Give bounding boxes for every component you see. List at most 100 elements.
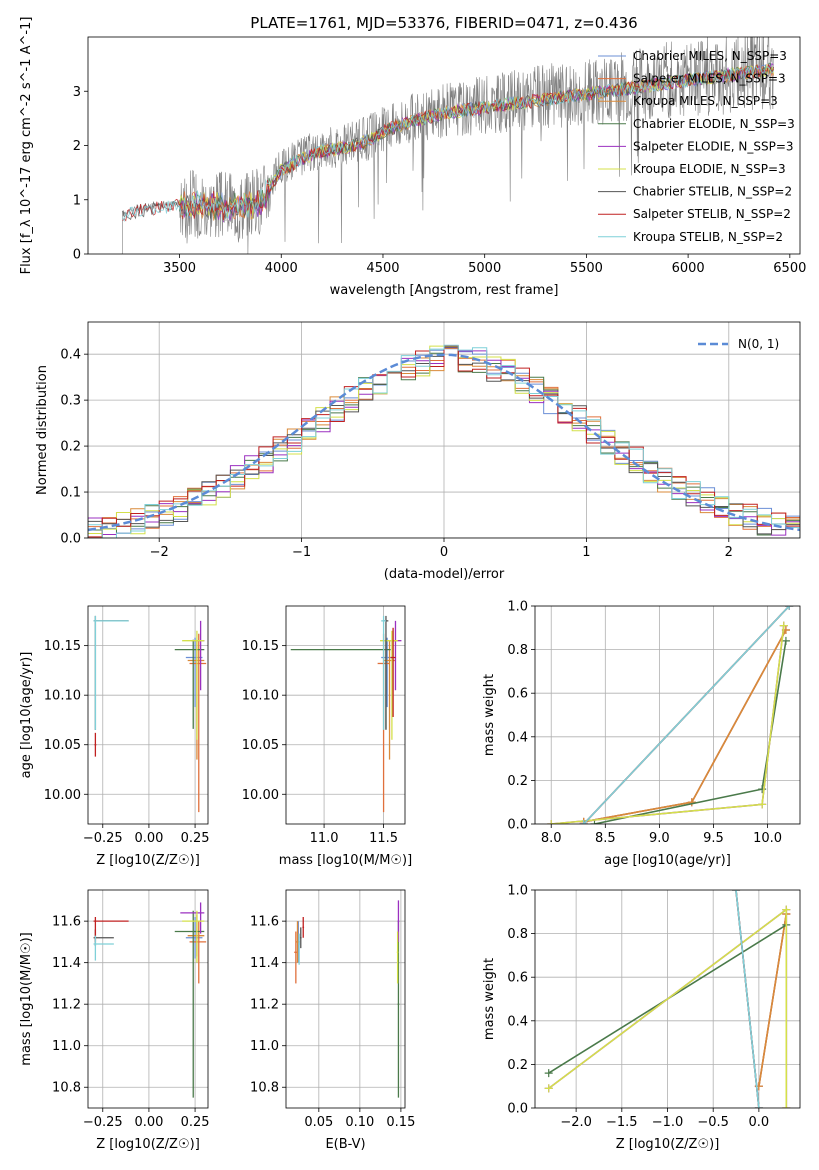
errorbar-salpeter-stelib	[390, 627, 396, 717]
axes-frame	[285, 605, 406, 825]
legend-label-salpeter-miles: Salpeter MILES, N_SSP=3	[633, 72, 786, 86]
legend-label-chabrier-stelib: Chabrier STELIB, N_SSP=2	[633, 185, 792, 199]
series-line	[583, 629, 787, 823]
x-tick-label: 8.0	[541, 831, 562, 846]
errorbar-salpeter-stelib	[94, 732, 97, 757]
x-tick-label: 6000	[672, 261, 705, 276]
series-kroupa-elodie	[544, 905, 791, 1108]
plot-area	[286, 890, 405, 1108]
errorbar-salpeter-stelib	[302, 916, 305, 938]
series-point	[732, 890, 741, 894]
errorbar-chabrier-miles	[185, 916, 203, 959]
x-tick-label: 0.15	[386, 1115, 415, 1130]
errorbar-kroupa-stelib	[298, 933, 300, 965]
y-tick-label: 0.4	[507, 1014, 528, 1029]
x-axis-label: mass [log10(M/M☉)]	[279, 853, 412, 868]
y-tick-label: 0.6	[507, 971, 528, 986]
errorbar-kroupa-miles	[187, 640, 205, 760]
x-tick-label: 0.25	[181, 1115, 210, 1130]
errorbar-chabrier-elodie	[290, 639, 391, 729]
y-axis-label: age [log10(age/yr)]	[19, 652, 34, 779]
x-tick-label: 11.5	[369, 831, 398, 846]
y-tick-label: 11.0	[250, 1039, 279, 1054]
y-axis-label: mass weight	[482, 958, 497, 1040]
errorbar-kroupa-elodie	[396, 931, 399, 984]
chart-age-vs-mass: 11.0 11.5 10.00 10.05 10.10 10.15 mass [log10(…	[242, 605, 412, 868]
figure-title: PLATE=1761, MJD=53376, FIBERID=0471, z=0…	[250, 14, 637, 32]
y-tick-label: 10.05	[242, 738, 279, 753]
y-tick-label: 0.8	[507, 643, 528, 658]
y-tick-label: 0.0	[507, 818, 528, 833]
y-axis-label: Flux [f_λ 10^-17 erg cm^-2 s^-1 A^-1]	[19, 17, 34, 275]
series-line	[551, 625, 785, 824]
histogram-salpeter-stelib	[88, 345, 800, 538]
series-point	[782, 1104, 791, 1108]
errorbar-salpeter-miles	[189, 633, 207, 813]
x-tick-label: 9.0	[649, 831, 670, 846]
y-tick-label: 0.4	[507, 730, 528, 745]
y-tick-label: 10.00	[242, 788, 279, 803]
y-tick-label: 0.3	[60, 394, 81, 409]
y-tick-label: 10.8	[52, 1081, 81, 1096]
errorbar-kroupa-stelib	[93, 615, 129, 730]
plot-area	[286, 606, 405, 824]
x-tick-label: 3500	[163, 261, 196, 276]
x-tick-label: 1	[582, 545, 590, 560]
errorbar-chabrier-stelib	[93, 615, 129, 730]
y-tick-label: 0.2	[507, 1058, 528, 1073]
y-tick-label: 11.4	[52, 956, 81, 971]
x-tick-label: 0.00	[134, 1115, 163, 1130]
plot-area	[535, 606, 800, 824]
x-tick-label: 10.0	[753, 831, 782, 846]
x-tick-label: −2.0	[560, 1115, 592, 1130]
series-line	[583, 629, 787, 823]
y-tick-label: 10.05	[44, 738, 81, 753]
y-tick-label: 0.2	[507, 774, 528, 789]
axes-frame	[534, 605, 801, 825]
x-tick-label: −0.25	[83, 831, 123, 846]
x-axis-label: E(B-V)	[325, 1137, 365, 1152]
x-tick-label: 2	[725, 545, 733, 560]
plot-area	[88, 606, 208, 824]
y-tick-label: 0.8	[507, 927, 528, 942]
y-tick-label: 10.15	[242, 639, 279, 654]
y-tick-label: 0.0	[60, 532, 81, 547]
x-tick-label: 4500	[366, 261, 399, 276]
y-tick-label: 11.2	[52, 998, 81, 1013]
x-tick-label: 0.00	[134, 831, 163, 846]
series-point	[781, 636, 790, 645]
series-kroupa-stelib	[732, 890, 763, 1108]
x-tick-label: 0.10	[345, 1115, 374, 1130]
x-tick-label: 0.0	[749, 1115, 770, 1130]
y-tick-label: 1	[73, 193, 81, 208]
series-point	[782, 905, 791, 914]
y-tick-label: 0.0	[507, 1102, 528, 1117]
chart-mass-vs-Z: −0.25 0.00 0.25 10.8 11.0 11.2 11.4 11.6 Z [log1…	[19, 889, 210, 1152]
x-axis-label: Z [log10(Z/Z☉)]	[616, 1137, 720, 1152]
x-tick-label: −1.5	[606, 1115, 638, 1130]
plot-area	[120, 37, 774, 254]
x-tick-label: −2	[150, 545, 169, 560]
y-tick-label: 1.0	[507, 600, 528, 615]
chart-mass-weight-vs-Z: −2.0 −1.5 −1.0 −0.5 0.0 0.0 0.2 0.4 0.6 0.8 1.0 Z […	[482, 884, 801, 1152]
series-point	[544, 1084, 553, 1093]
errorbar-chabrier-elodie	[397, 921, 400, 1098]
legend-label-kroupa-elodie: Kroupa ELODIE, N_SSP=3	[633, 162, 786, 176]
legend: N(0, 1)	[698, 337, 779, 351]
series-line	[583, 629, 787, 823]
series-line	[583, 606, 790, 824]
model-line-chabrier-miles	[179, 63, 774, 219]
y-tick-label: 1.0	[507, 884, 528, 899]
y-tick-label: 11.6	[52, 915, 81, 930]
series-line	[551, 625, 785, 824]
axes-frame	[285, 889, 406, 1109]
chart-mass-weight-vs-age: 8.0 8.5 9.0 9.5 10.0 0.0 0.2 0.4 0.6 0.8 1.0 age [l…	[482, 600, 801, 868]
errorbar-salpeter-elodie	[180, 902, 205, 934]
x-tick-label: −0.5	[697, 1115, 729, 1130]
legend-label-chabrier-elodie: Chabrier ELODIE, N_SSP=3	[633, 117, 795, 131]
x-axis-label: age [log10(age/yr)]	[604, 853, 731, 868]
y-axis-label: mass weight	[482, 674, 497, 756]
errorbar-kroupa-stelib	[381, 615, 386, 730]
legend-label-salpeter-stelib: Salpeter STELIB, N_SSP=2	[633, 207, 791, 221]
